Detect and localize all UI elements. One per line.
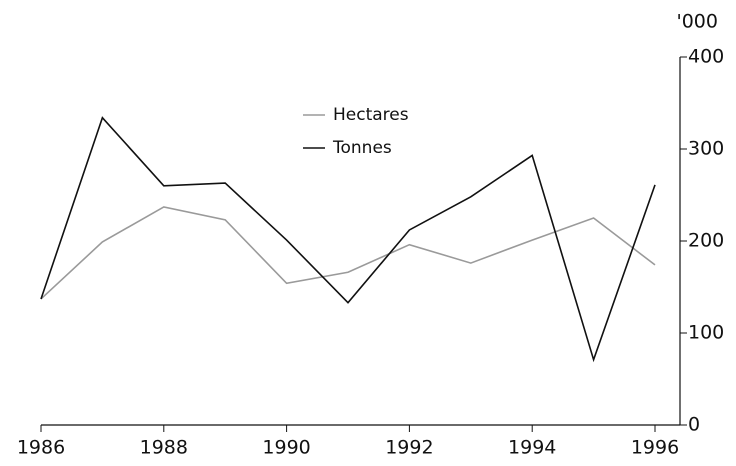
legend-label: Tonnes: [332, 138, 392, 158]
y-tick-label: 200: [688, 230, 724, 252]
series-line: [40, 206, 656, 300]
x-tick-label: 1990: [262, 437, 310, 459]
legend: Hectares Tonnes: [303, 105, 409, 158]
legend-label: Hectares: [333, 105, 409, 125]
series-line: [40, 116, 656, 363]
x-tick-label: 1986: [17, 437, 65, 459]
x-tick-label: 1992: [385, 437, 433, 459]
x-tick-label: 1994: [508, 437, 556, 459]
x-tick-label: 1996: [631, 437, 679, 459]
y-axis-unit: '000: [677, 11, 719, 33]
y-tick-label: 300: [688, 138, 724, 160]
x-tick-label: 1988: [140, 437, 188, 459]
y-tick-label: 0: [688, 414, 700, 436]
y-tick-label: 400: [688, 46, 724, 68]
y-tick-label: 100: [688, 322, 724, 344]
